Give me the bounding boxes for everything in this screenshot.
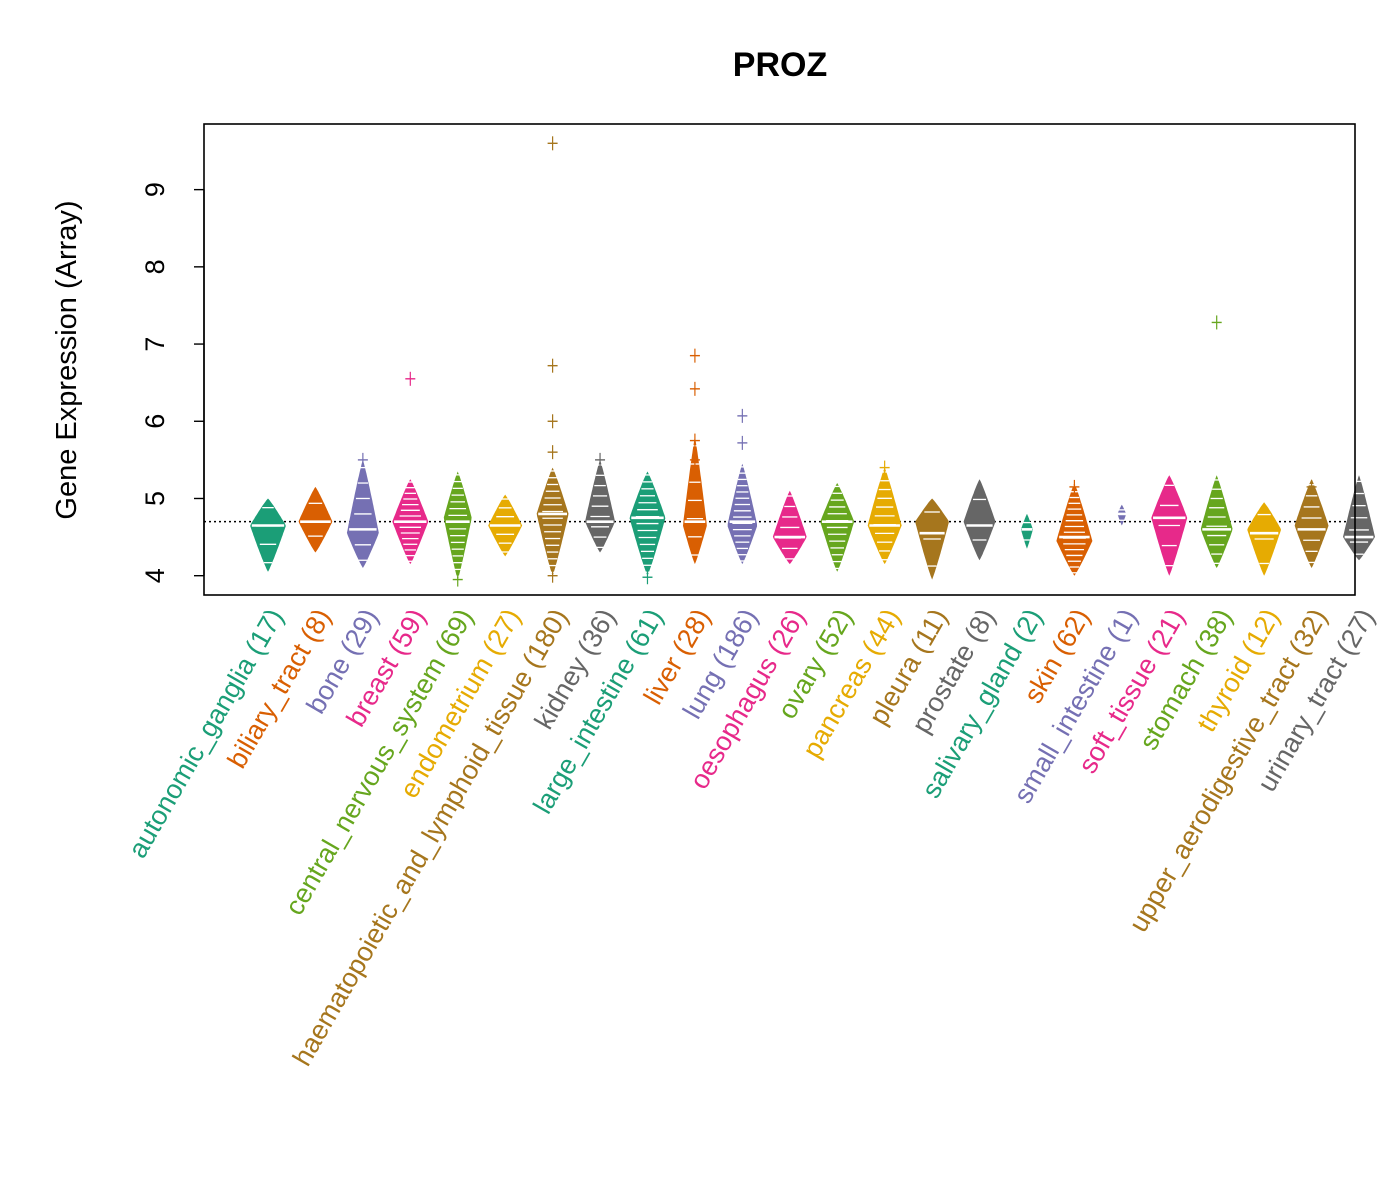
bean-body-1 <box>298 486 333 553</box>
y-tick-label-6: 6 <box>140 414 170 429</box>
bean-body-10 <box>727 463 757 565</box>
bean-23 <box>1343 475 1375 561</box>
bean-17 <box>1056 479 1093 576</box>
bean-12 <box>820 483 854 572</box>
bean-9 <box>683 348 707 565</box>
y-tick-label-8: 8 <box>140 259 170 274</box>
bean-0 <box>250 498 286 572</box>
bean-body-16 <box>1021 513 1033 549</box>
bean-22 <box>1294 479 1329 568</box>
bean-13 <box>867 460 902 565</box>
bean-3 <box>392 371 429 565</box>
y-tick-label-4: 4 <box>140 568 170 583</box>
plot-area <box>204 136 1375 587</box>
bean-4 <box>443 471 472 587</box>
bean-body-4 <box>443 471 472 580</box>
bean-8 <box>629 471 666 585</box>
bean-21 <box>1247 502 1281 576</box>
bean-16 <box>1021 513 1033 549</box>
chart-title: PROZ <box>733 46 827 84</box>
y-tick-label-5: 5 <box>140 491 170 506</box>
bean-body-17 <box>1056 483 1093 576</box>
bean-20 <box>1200 315 1233 568</box>
y-axis-label: Gene Expression (Array) <box>51 200 83 519</box>
bean-10 <box>727 408 757 565</box>
bean-body-22 <box>1294 479 1329 568</box>
bean-19 <box>1151 475 1188 576</box>
bean-15 <box>963 479 996 561</box>
bean-2 <box>346 452 379 568</box>
bean-11 <box>772 490 807 565</box>
y-tick-label-7: 7 <box>140 337 170 352</box>
bean-body-20 <box>1200 475 1233 568</box>
y-tick-label-9: 9 <box>140 182 170 197</box>
bean-14 <box>915 498 949 580</box>
bean-7 <box>585 452 615 553</box>
bean-body-6 <box>536 467 569 576</box>
bean-body-0 <box>250 498 286 572</box>
bean-6 <box>536 136 569 583</box>
bean-body-15 <box>963 479 996 561</box>
bean-1 <box>298 486 333 553</box>
bean-5 <box>488 494 523 557</box>
bean-18 <box>1116 504 1128 526</box>
